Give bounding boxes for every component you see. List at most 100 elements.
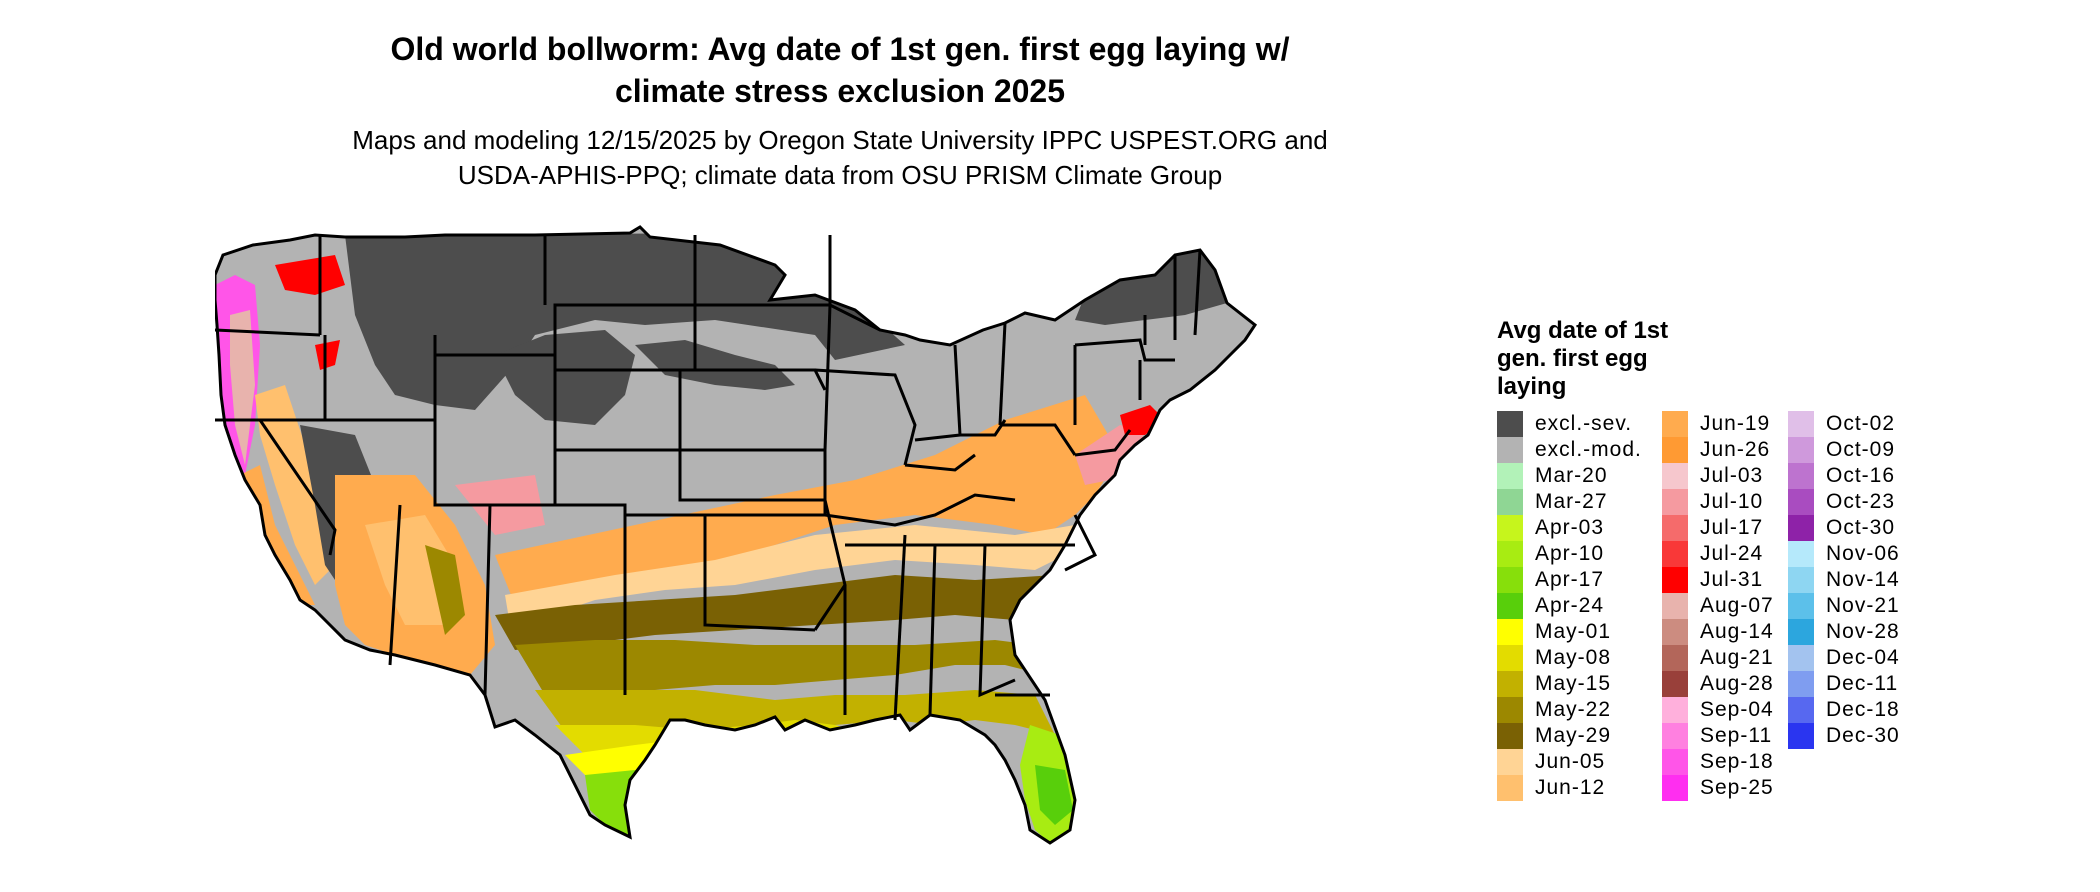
legend-label: Jun-19 [1700, 412, 1771, 435]
legend-item: Sep-18 [1662, 749, 1774, 775]
legend-swatch [1662, 411, 1688, 437]
legend-item: Dec-18 [1788, 697, 1900, 723]
legend-title: Avg date of 1st gen. first egg laying [1497, 317, 1757, 401]
legend-item: Dec-04 [1788, 645, 1900, 671]
map-subtitle-line-2: USDA-APHIS-PPQ; climate data from OSU PR… [457, 160, 1223, 190]
legend-item: Dec-11 [1788, 671, 1900, 697]
legend-title-line-1: Avg date of 1st [1497, 317, 1669, 344]
legend-item: Nov-28 [1788, 619, 1900, 645]
legend-label: May-29 [1535, 724, 1612, 747]
map-title: Old world bollworm: Avg date of 1st gen.… [0, 28, 1680, 112]
legend-label: Dec-18 [1826, 698, 1900, 721]
legend-item: Mar-20 [1497, 463, 1642, 489]
legend-label: Jul-31 [1700, 568, 1764, 591]
legend-swatch [1497, 411, 1523, 437]
legend-label: Dec-04 [1826, 646, 1900, 669]
state-borders [215, 225, 1258, 845]
legend-item: Aug-21 [1662, 645, 1774, 671]
legend-swatch [1497, 671, 1523, 697]
legend-item: Aug-14 [1662, 619, 1774, 645]
legend-item: Jul-24 [1662, 541, 1774, 567]
legend-swatch [1662, 671, 1688, 697]
legend-label: Mar-27 [1535, 490, 1608, 513]
legend-label: May-01 [1535, 620, 1612, 643]
legend-swatch [1662, 619, 1688, 645]
legend-label: Jun-26 [1700, 438, 1771, 461]
legend-item: Jun-05 [1497, 749, 1642, 775]
legend-label: Dec-30 [1826, 724, 1900, 747]
legend-item: excl.-mod. [1497, 437, 1642, 463]
legend-item: Dec-30 [1788, 723, 1900, 749]
map-subtitle-line-1: Maps and modeling 12/15/2025 by Oregon S… [352, 125, 1328, 155]
legend-label: May-22 [1535, 698, 1612, 721]
legend-label: Oct-09 [1826, 438, 1896, 461]
legend-swatch [1662, 541, 1688, 567]
legend-item: Oct-23 [1788, 489, 1900, 515]
legend-label: excl.-sev. [1535, 412, 1633, 435]
legend-item: Apr-24 [1497, 593, 1642, 619]
legend-swatch [1788, 645, 1814, 671]
legend-swatch [1497, 463, 1523, 489]
legend-swatch [1497, 775, 1523, 801]
legend-label: Sep-25 [1700, 776, 1774, 799]
legend-swatch [1788, 671, 1814, 697]
legend-item: May-29 [1497, 723, 1642, 749]
legend-label: Oct-30 [1826, 516, 1896, 539]
legend-swatch [1788, 515, 1814, 541]
legend-swatch [1788, 463, 1814, 489]
legend-label: Jul-03 [1700, 464, 1764, 487]
legend-item: Oct-16 [1788, 463, 1900, 489]
legend-label: Oct-16 [1826, 464, 1896, 487]
legend-swatch [1662, 749, 1688, 775]
legend-item: excl.-sev. [1497, 411, 1642, 437]
legend-label: Apr-03 [1535, 516, 1605, 539]
legend-item: Apr-10 [1497, 541, 1642, 567]
legend-item: Sep-04 [1662, 697, 1774, 723]
legend-swatch [1497, 697, 1523, 723]
legend-swatch [1788, 697, 1814, 723]
legend-item: Jun-19 [1662, 411, 1774, 437]
legend-item: Apr-17 [1497, 567, 1642, 593]
legend-label: Nov-28 [1826, 620, 1900, 643]
legend-item: Oct-30 [1788, 515, 1900, 541]
legend-swatch [1662, 567, 1688, 593]
map-title-line-2: climate stress exclusion 2025 [614, 73, 1066, 109]
legend-swatch [1497, 619, 1523, 645]
legend-swatch [1662, 593, 1688, 619]
legend-swatch [1788, 489, 1814, 515]
legend-item: Jul-10 [1662, 489, 1774, 515]
legend-label: Oct-02 [1826, 412, 1896, 435]
legend-item: Jul-17 [1662, 515, 1774, 541]
legend-swatch [1662, 489, 1688, 515]
legend-item: Jul-31 [1662, 567, 1774, 593]
legend-swatch [1662, 723, 1688, 749]
legend-swatch [1788, 619, 1814, 645]
legend-label: excl.-mod. [1535, 438, 1642, 461]
legend-item: Sep-11 [1662, 723, 1774, 749]
legend-item: Sep-25 [1662, 775, 1774, 801]
legend-swatch [1788, 541, 1814, 567]
legend-title-line-2: gen. first egg [1497, 345, 1648, 372]
legend-item: Oct-09 [1788, 437, 1900, 463]
us-map [215, 225, 1258, 845]
legend-item: Nov-06 [1788, 541, 1900, 567]
legend-label: Jul-10 [1700, 490, 1764, 513]
legend-swatch [1662, 697, 1688, 723]
legend-label: Nov-14 [1826, 568, 1900, 591]
legend-label: May-08 [1535, 646, 1612, 669]
legend-swatch [1788, 411, 1814, 437]
legend-item: Jun-12 [1497, 775, 1642, 801]
legend-label: Sep-04 [1700, 698, 1774, 721]
legend-label: Aug-21 [1700, 646, 1774, 669]
legend-label: Oct-23 [1826, 490, 1896, 513]
legend-item: Mar-27 [1497, 489, 1642, 515]
legend-swatch [1497, 567, 1523, 593]
legend-item: May-22 [1497, 697, 1642, 723]
legend-label: Mar-20 [1535, 464, 1608, 487]
legend-swatch [1788, 567, 1814, 593]
legend-swatch [1662, 645, 1688, 671]
legend-item: Oct-02 [1788, 411, 1900, 437]
legend-item: Apr-03 [1497, 515, 1642, 541]
legend-swatch [1497, 723, 1523, 749]
legend-label: Sep-18 [1700, 750, 1774, 773]
